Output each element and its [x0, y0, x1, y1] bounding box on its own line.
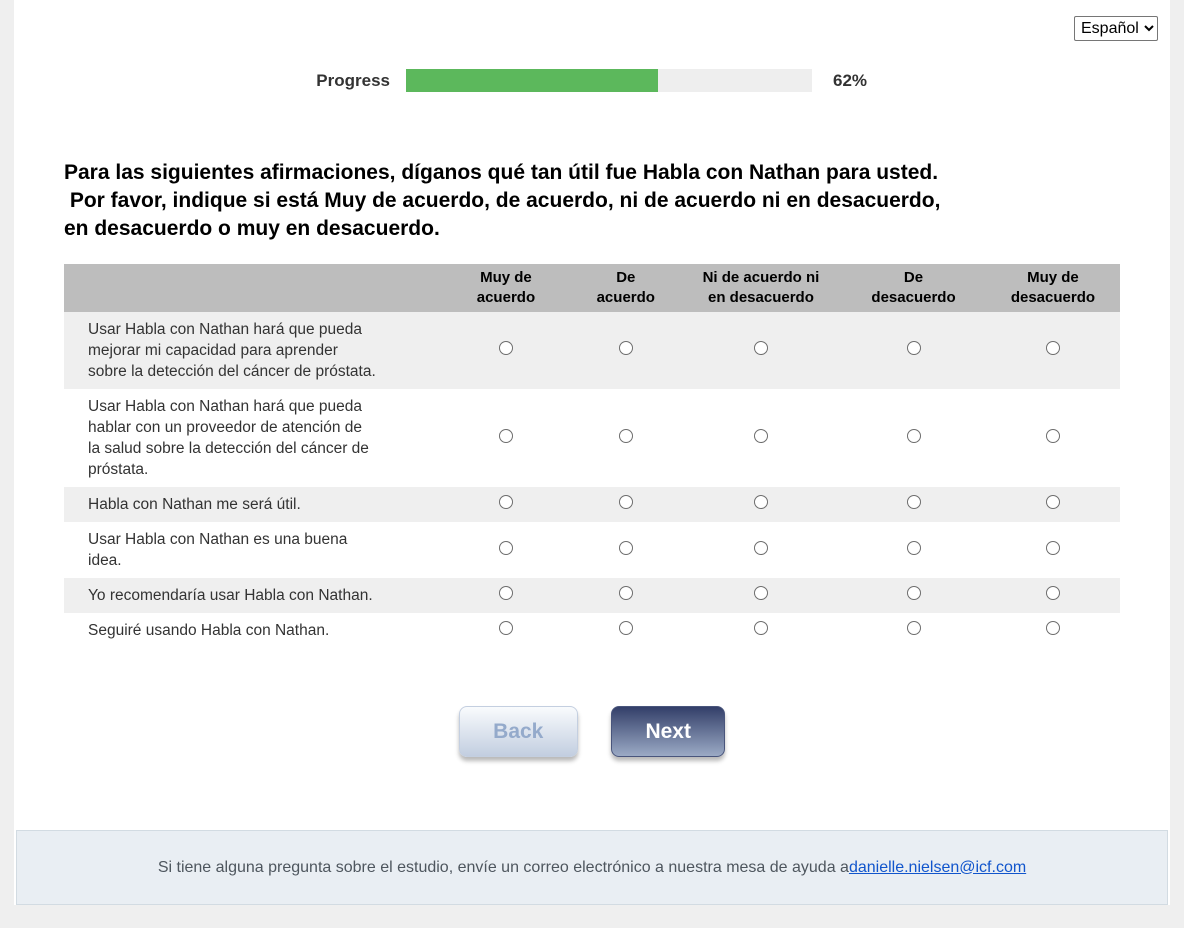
radio-cell — [441, 389, 571, 487]
column-header-strongly-disagree: Muy de desacuerdo — [985, 264, 1120, 312]
radio-cell — [681, 312, 842, 389]
radio-row2-col5[interactable] — [1045, 428, 1060, 443]
radio-row3-col2[interactable] — [618, 495, 633, 509]
table-row: Seguiré usando Habla con Nathan. — [64, 613, 1120, 648]
radio-cell — [571, 522, 681, 578]
question-text: Para las siguientes afirmaciones, dígano… — [64, 161, 941, 240]
radio-row4-col1[interactable] — [498, 540, 513, 555]
statement-text: Habla con Nathan me será útil. — [88, 496, 301, 513]
progress-bar-fill — [406, 69, 658, 92]
radio-row1-col2[interactable] — [618, 341, 633, 355]
radio-row6-col5[interactable] — [1045, 621, 1060, 635]
progress-bar-track — [406, 69, 812, 92]
statement-text: Usar Habla con Nathan es una buena idea. — [88, 531, 348, 569]
radio-cell — [681, 578, 842, 613]
statement-text: Seguiré usando Habla con Nathan. — [88, 622, 330, 639]
radio-cell — [841, 312, 986, 389]
table-row: Usar Habla con Nathan hará que pueda hab… — [64, 389, 1120, 487]
progress-percentage: 62% — [833, 70, 868, 90]
table-header-row: Muy de acuerdo De acuerdo Ni de acuerdo … — [64, 264, 1120, 312]
column-header-neutral: Ni de acuerdo ni en desacuerdo — [680, 264, 842, 312]
radio-row1-col1[interactable] — [498, 341, 513, 355]
radio-cell — [841, 522, 986, 578]
radio-cell — [681, 487, 842, 522]
statement-text: Usar Habla con Nathan hará que pueda mej… — [88, 321, 376, 380]
radio-row5-col2[interactable] — [618, 586, 633, 600]
survey-content: Progress 62% Para las siguientes afirmac… — [14, 0, 1170, 757]
table-row: Usar Habla con Nathan es una buena idea. — [64, 522, 1120, 578]
matrix-body: Usar Habla con Nathan hará que pueda mej… — [64, 312, 1120, 648]
radio-row1-col3[interactable] — [753, 341, 768, 355]
language-select[interactable]: Español — [1074, 16, 1158, 41]
radio-row3-col4[interactable] — [906, 495, 921, 509]
radio-cell — [571, 389, 681, 487]
radio-cell — [441, 487, 571, 522]
radio-cell — [986, 389, 1120, 487]
radio-cell — [986, 487, 1120, 522]
radio-cell — [571, 487, 681, 522]
radio-row2-col1[interactable] — [498, 428, 513, 443]
radio-cell — [441, 578, 571, 613]
radio-cell — [986, 522, 1120, 578]
navigation-buttons: Back Next — [64, 706, 1120, 757]
progress-label: Progress — [316, 70, 390, 90]
radio-cell — [571, 312, 681, 389]
table-row: Yo recomendaría usar Habla con Nathan. — [64, 578, 1120, 613]
radio-cell — [441, 312, 571, 389]
radio-cell — [841, 487, 986, 522]
radio-row6-col4[interactable] — [906, 621, 921, 635]
likert-table: Muy de acuerdo De acuerdo Ni de acuerdo … — [64, 264, 1120, 648]
radio-cell — [681, 389, 842, 487]
radio-row1-col5[interactable] — [1045, 341, 1060, 355]
radio-cell — [441, 613, 571, 648]
next-button[interactable]: Next — [611, 706, 726, 757]
radio-cell — [681, 522, 842, 578]
statement-text: Usar Habla con Nathan hará que pueda hab… — [88, 398, 369, 478]
radio-row2-col3[interactable] — [753, 428, 768, 443]
footer: Si tiene alguna pregunta sobre el estudi… — [16, 830, 1168, 905]
statement-column-header — [64, 264, 441, 312]
radio-row4-col5[interactable] — [1045, 540, 1060, 555]
back-button[interactable]: Back — [458, 706, 578, 757]
radio-cell — [441, 522, 571, 578]
radio-cell — [986, 613, 1120, 648]
radio-cell — [986, 312, 1120, 389]
column-header-agree: De acuerdo — [570, 264, 681, 312]
radio-row5-col1[interactable] — [498, 586, 513, 600]
radio-row5-col3[interactable] — [753, 586, 768, 600]
radio-row3-col5[interactable] — [1045, 495, 1060, 509]
radio-row5-col5[interactable] — [1045, 586, 1060, 600]
radio-cell — [841, 578, 986, 613]
radio-row4-col3[interactable] — [753, 540, 768, 555]
radio-cell — [986, 578, 1120, 613]
radio-cell — [841, 613, 986, 648]
radio-row2-col2[interactable] — [618, 428, 633, 443]
radio-cell — [681, 613, 842, 648]
footer-email-link[interactable]: danielle.nielsen@icf.com — [848, 858, 1027, 876]
table-row: Usar Habla con Nathan hará que pueda mej… — [64, 312, 1120, 389]
radio-row6-col3[interactable] — [753, 621, 768, 635]
table-row: Habla con Nathan me será útil. — [64, 487, 1120, 522]
radio-row1-col4[interactable] — [906, 341, 921, 355]
radio-cell — [841, 389, 986, 487]
radio-row6-col2[interactable] — [618, 621, 633, 635]
radio-row4-col2[interactable] — [618, 540, 633, 555]
footer-help-text: Si tiene alguna pregunta sobre el estudi… — [157, 858, 849, 876]
radio-cell — [571, 578, 681, 613]
column-header-disagree: De desacuerdo — [841, 264, 986, 312]
radio-row2-col4[interactable] — [906, 428, 921, 443]
column-header-strongly-agree: Muy de acuerdo — [441, 264, 571, 312]
radio-cell — [571, 613, 681, 648]
radio-row5-col4[interactable] — [906, 586, 921, 600]
radio-row3-col1[interactable] — [498, 495, 513, 509]
radio-row4-col4[interactable] — [906, 540, 921, 555]
progress-section: Progress 62% — [64, 69, 1120, 92]
survey-card: Español Progress 62% Para las siguientes… — [14, 0, 1170, 905]
radio-row6-col1[interactable] — [498, 621, 513, 635]
statement-text: Yo recomendaría usar Habla con Nathan. — [88, 587, 373, 604]
radio-row3-col3[interactable] — [753, 495, 768, 509]
